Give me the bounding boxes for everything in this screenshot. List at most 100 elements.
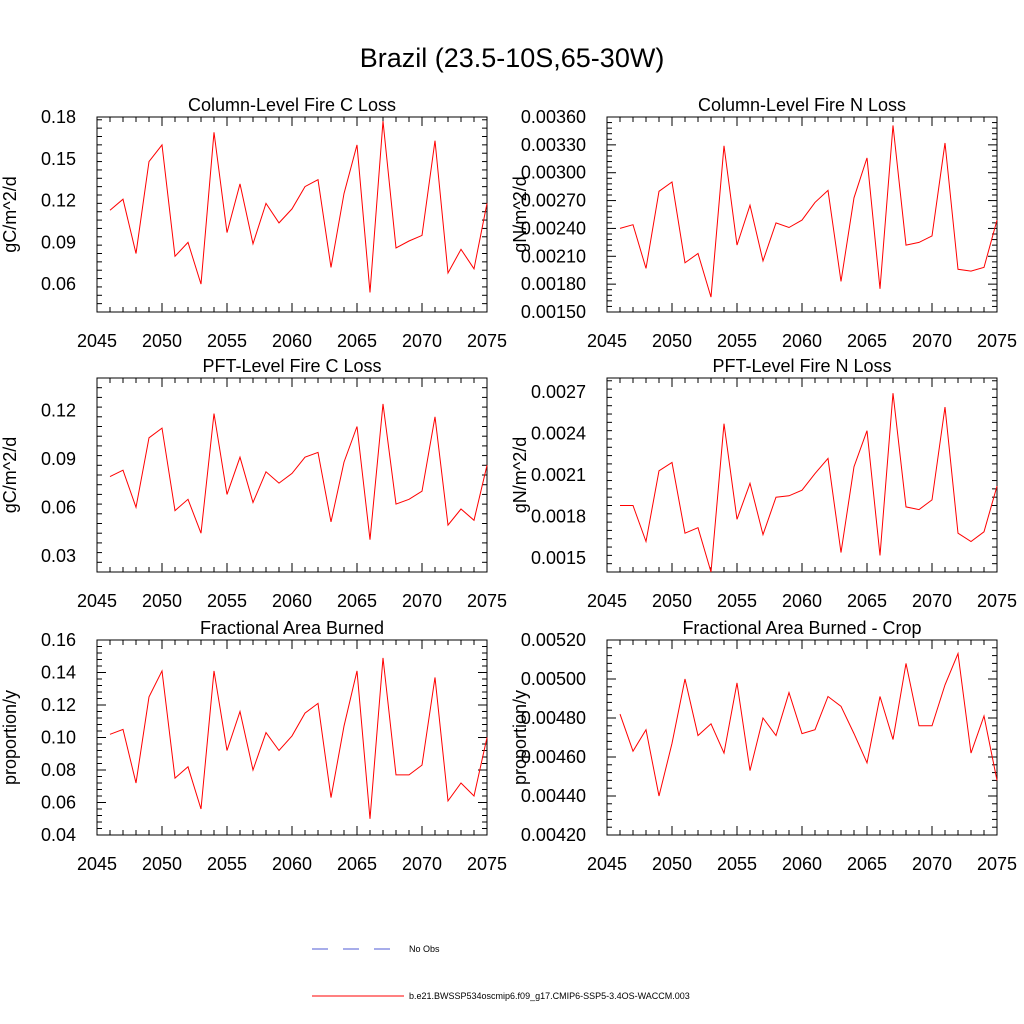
x-tick-label: 2070 (402, 331, 442, 351)
legend-model-label: b.e21.BWSSP534oscmip6.f09_g17.CMIP6-SSP5… (409, 991, 690, 1001)
y-tick-label: 0.00360 (521, 107, 586, 127)
series-line (619, 651, 998, 797)
y-tick-label: 0.08 (41, 760, 76, 780)
panel-title: Column-Level Fire N Loss (698, 95, 906, 115)
x-tick-label: 2055 (717, 854, 757, 874)
x-tick-label: 2060 (782, 331, 822, 351)
x-tick-label: 2055 (717, 591, 757, 611)
x-tick-label: 2045 (77, 854, 117, 874)
panel-title: PFT-Level Fire N Loss (712, 356, 891, 376)
x-tick-label: 2065 (847, 331, 887, 351)
y-tick-label: 0.0027 (531, 382, 586, 402)
panel-title: Fractional Area Burned (200, 618, 384, 638)
y-axis-label: gC/m^2/d (0, 176, 20, 252)
y-tick-label: 0.15 (41, 149, 76, 169)
y-tick-label: 0.04 (41, 825, 76, 845)
x-tick-label: 2055 (717, 331, 757, 351)
figure-title: Brazil (23.5-10S,65-30W) (360, 43, 665, 73)
x-tick-label: 2055 (207, 591, 247, 611)
x-tick-label: 2060 (272, 331, 312, 351)
x-tick-label: 2070 (402, 854, 442, 874)
x-tick-label: 2075 (977, 591, 1017, 611)
y-axis-label: proportion/y (0, 690, 20, 785)
y-tick-label: 0.06 (41, 497, 76, 517)
x-tick-label: 2075 (467, 591, 507, 611)
x-tick-label: 2050 (142, 331, 182, 351)
panel-grid: Column-Level Fire C Loss 2045 2050 2055 2060… (0, 95, 1017, 874)
y-axis-label: gN/m^2/d (510, 176, 530, 252)
x-tick-label: 2065 (337, 591, 377, 611)
x-tick-label: 2045 (77, 331, 117, 351)
x-tick-label: 2075 (977, 331, 1017, 351)
x-tick-label: 2065 (337, 854, 377, 874)
y-tick-label: 0.18 (41, 107, 76, 127)
y-tick-label: 0.06 (41, 274, 76, 294)
chart-panel-2: Column-Level Fire N Loss 2045 2050 2055 2060… (510, 95, 1017, 351)
x-tick-label: 2075 (467, 854, 507, 874)
x-tick-label: 2075 (467, 331, 507, 351)
y-tick-label: 0.12 (41, 191, 76, 211)
y-axis-label: proportion/y (510, 690, 530, 785)
y-tick-label: 0.00330 (521, 135, 586, 155)
y-axis-label: gN/m^2/d (510, 437, 530, 513)
x-tick-label: 2070 (912, 591, 952, 611)
y-tick-label: 0.06 (41, 793, 76, 813)
x-tick-label: 2050 (142, 591, 182, 611)
y-tick-label: 0.10 (41, 728, 76, 748)
y-tick-label: 0.00210 (521, 246, 586, 266)
chart-panel-6: Fractional Area Burned - Crop 2045 2050 205… (510, 618, 1017, 874)
y-tick-label: 0.09 (41, 232, 76, 252)
x-tick-label: 2045 (587, 854, 627, 874)
y-tick-label: 0.12 (41, 695, 76, 715)
panel-title: Column-Level Fire C Loss (188, 95, 396, 115)
x-tick-label: 2045 (587, 331, 627, 351)
y-tick-label: 0.00270 (521, 191, 586, 211)
chart-panel-4: PFT-Level Fire N Loss 2045 2050 2055 2060 206… (510, 356, 1017, 611)
x-tick-label: 2050 (142, 854, 182, 874)
series-line (109, 403, 488, 540)
y-tick-label: 0.09 (41, 449, 76, 469)
y-tick-label: 0.0015 (531, 548, 586, 568)
x-tick-label: 2070 (912, 331, 952, 351)
legend-obs-label: No Obs (409, 944, 440, 954)
y-tick-label: 0.00420 (521, 825, 586, 845)
y-tick-label: 0.14 (41, 663, 76, 683)
y-tick-label: 0.00180 (521, 274, 586, 294)
y-tick-label: 0.03 (41, 546, 76, 566)
x-tick-label: 2075 (977, 854, 1017, 874)
x-tick-label: 2060 (782, 854, 822, 874)
x-tick-label: 2050 (652, 331, 692, 351)
y-tick-label: 0.0021 (531, 465, 586, 485)
x-tick-label: 2060 (272, 854, 312, 874)
x-tick-label: 2060 (272, 591, 312, 611)
chart-panel-5: Fractional Area Burned 2045 2050 2055 2060 20… (0, 618, 507, 874)
chart-panel-3: PFT-Level Fire C Loss 2045 2050 2055 2060 206… (0, 356, 507, 611)
series-line (620, 393, 998, 573)
x-tick-label: 2070 (912, 854, 952, 874)
x-tick-label: 2070 (402, 591, 442, 611)
y-tick-label: 0.0018 (531, 507, 586, 527)
chart-panel-1: Column-Level Fire C Loss 2045 2050 2055 2060… (0, 95, 507, 351)
x-tick-label: 2065 (847, 591, 887, 611)
series-line (109, 121, 488, 293)
y-tick-label: 0.00300 (521, 163, 586, 183)
y-tick-label: 0.0024 (531, 423, 586, 443)
y-tick-label: 0.00440 (521, 786, 586, 806)
x-tick-label: 2055 (207, 331, 247, 351)
series-line (619, 125, 998, 298)
x-tick-label: 2065 (847, 854, 887, 874)
x-tick-label: 2045 (587, 591, 627, 611)
series-line (109, 657, 488, 819)
y-tick-label: 0.00460 (521, 747, 586, 767)
y-tick-label: 0.00240 (521, 218, 586, 238)
y-tick-label: 0.00500 (521, 669, 586, 689)
x-tick-label: 2050 (652, 854, 692, 874)
y-tick-label: 0.16 (41, 630, 76, 650)
panel-title: Fractional Area Burned - Crop (682, 618, 921, 638)
x-tick-label: 2065 (337, 331, 377, 351)
x-tick-label: 2045 (77, 591, 117, 611)
x-tick-label: 2055 (207, 854, 247, 874)
y-tick-label: 0.00520 (521, 630, 586, 650)
